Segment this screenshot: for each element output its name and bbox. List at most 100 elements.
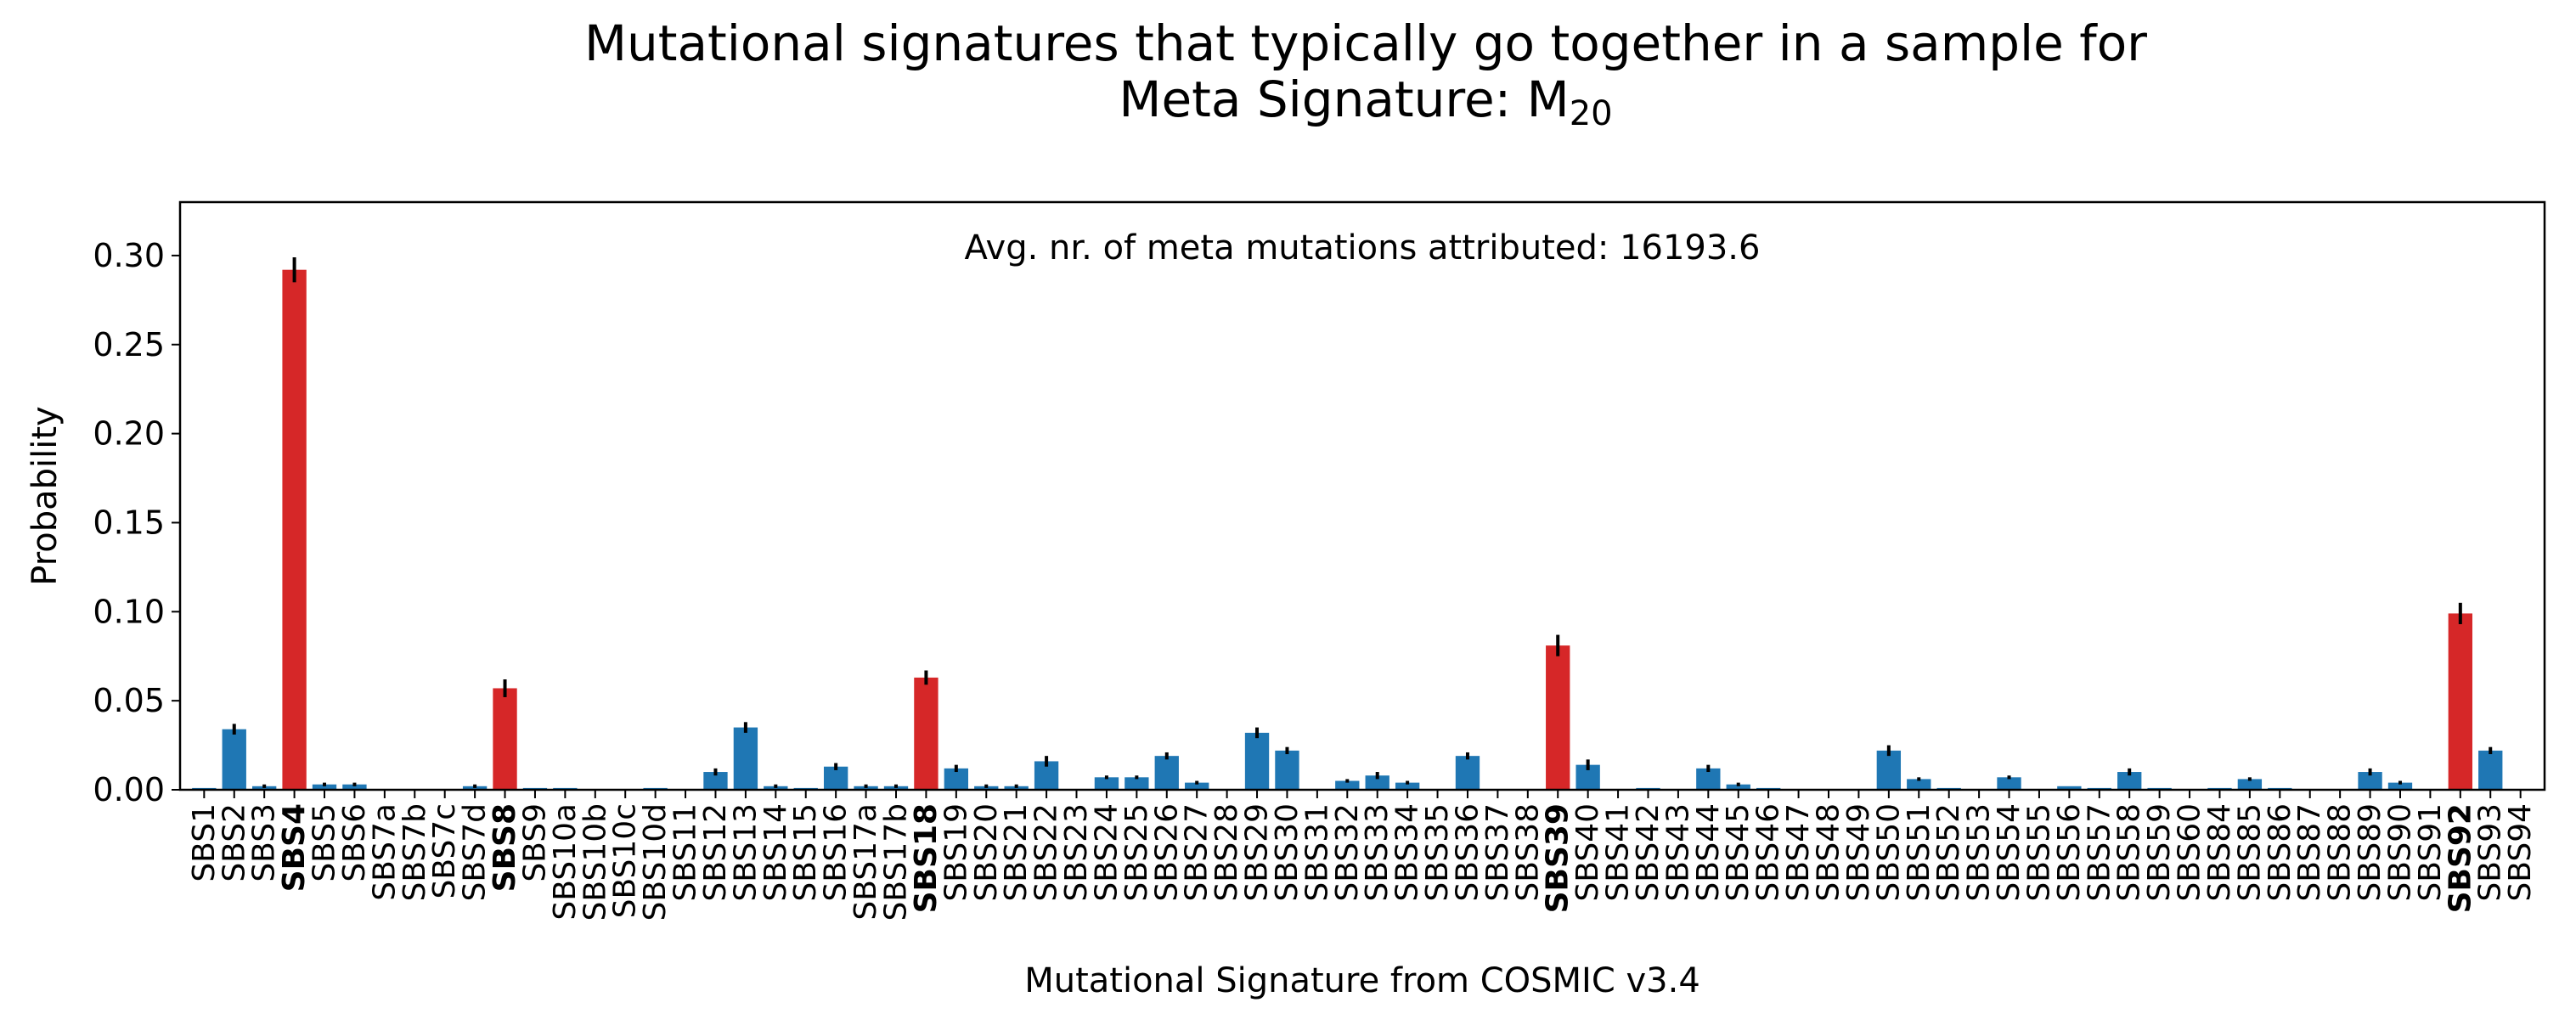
error-bars-group: [232, 257, 2493, 788]
x-tick-label-sbs43: SBS43: [1660, 803, 1695, 902]
y-tick-label: 0.05: [93, 682, 165, 719]
x-tick-label-sbs7b: SBS7b: [397, 803, 432, 902]
y-tick-label: 0.00: [93, 771, 165, 808]
x-tick-label-sbs88: SBS88: [2323, 803, 2358, 902]
bar-sbs36: [1455, 756, 1480, 790]
bar-sbs18: [914, 677, 939, 790]
x-tick-label-sbs31: SBS31: [1299, 803, 1334, 902]
x-tick-label-sbs7c: SBS7c: [427, 803, 462, 898]
x-tick-label-sbs16: SBS16: [819, 803, 854, 902]
x-tick-label-sbs60: SBS60: [2173, 803, 2207, 902]
bar-sbs25: [1125, 777, 1149, 790]
x-tick-label-sbs91: SBS91: [2413, 803, 2448, 902]
x-tick-label-sbs10a: SBS10a: [548, 803, 583, 921]
x-tick-label-sbs9: SBS9: [517, 803, 552, 882]
x-tick-label-sbs15: SBS15: [788, 803, 823, 902]
plot-frame: [178, 200, 2546, 791]
chart-title-line2: Meta Signature: M20: [0, 71, 2576, 131]
x-tick-label-sbs18: SBS18: [909, 803, 944, 913]
x-tick-label-sbs11: SBS11: [668, 803, 703, 902]
bars-group: [192, 269, 2503, 791]
x-tick-label-sbs44: SBS44: [1691, 803, 1726, 902]
x-tick-label-sbs10d: SBS10d: [638, 803, 673, 921]
bar-sbs26: [1154, 756, 1179, 790]
x-tick-label-sbs4: SBS4: [277, 803, 312, 892]
bar-sbs90: [2387, 782, 2413, 790]
x-tick-label-sbs54: SBS54: [1992, 803, 2026, 902]
x-tick-label-sbs7a: SBS7a: [367, 803, 402, 901]
y-axis-label: Probability: [25, 406, 65, 585]
x-tick-label-sbs47: SBS47: [1781, 803, 1816, 902]
annotation-text: Avg. nr. of meta mutations attributed: 1…: [965, 228, 1761, 268]
x-tick-label-sbs48: SBS48: [1812, 803, 1846, 902]
x-tick-label-sbs94: SBS94: [2503, 803, 2538, 902]
x-tick-label-sbs34: SBS34: [1390, 803, 1425, 902]
x-axis-label: Mutational Signature from COSMIC v3.4: [1024, 961, 1700, 1000]
x-tick-label-sbs26: SBS26: [1149, 803, 1184, 902]
y-tick-label: 0.10: [93, 593, 165, 630]
x-tick-label-sbs46: SBS46: [1751, 803, 1786, 902]
bar-sbs2: [222, 729, 246, 790]
x-tick-label-sbs21: SBS21: [999, 803, 1034, 902]
chart-title: Mutational signatures that typically go …: [0, 14, 2576, 131]
x-tick-label-sbs2: SBS2: [217, 803, 251, 882]
x-tick-label-sbs51: SBS51: [1902, 803, 1936, 902]
bar-sbs50: [1876, 750, 1902, 790]
x-tick-label-sbs41: SBS41: [1601, 803, 1636, 902]
bar-sbs4: [282, 269, 307, 791]
x-tick-label-sbs8: SBS8: [488, 803, 522, 892]
bar-sbs5: [312, 784, 337, 790]
y-tick-label: 0.20: [93, 415, 165, 453]
bar-sbs85: [2237, 779, 2263, 790]
x-tick-label-sbs1: SBS1: [187, 803, 222, 882]
x-tick-label-sbs29: SBS29: [1240, 803, 1275, 902]
x-tick-label-sbs53: SBS53: [1962, 803, 1997, 902]
bar-sbs39: [1546, 645, 1570, 790]
x-tick-label-sbs25: SBS25: [1119, 803, 1154, 902]
x-tick-label-sbs55: SBS55: [2021, 803, 2056, 902]
x-tick-label-sbs20: SBS20: [969, 803, 1004, 902]
x-tick-label-sbs40: SBS40: [1570, 803, 1605, 902]
x-tick-label-sbs45: SBS45: [1721, 803, 1756, 902]
y-axis: 0.00 0.05 0.10 0.15 0.20 0.25 0.30: [93, 237, 180, 808]
bar-sbs34: [1395, 782, 1420, 790]
bar-sbs27: [1185, 782, 1209, 790]
x-tick-label-sbs22: SBS22: [1029, 803, 1064, 902]
bar-sbs93: [2478, 750, 2503, 790]
x-tick-label-sbs13: SBS13: [728, 803, 763, 902]
x-tick-label-sbs32: SBS32: [1330, 803, 1365, 902]
x-tick-label-sbs17b: SBS17b: [878, 803, 913, 921]
x-tick-label-sbs23: SBS23: [1059, 803, 1094, 902]
x-tick-label-sbs59: SBS59: [2142, 803, 2177, 902]
bar-sbs24: [1094, 777, 1119, 790]
x-tick-label-sbs52: SBS52: [1931, 803, 1966, 902]
bar-sbs92: [2448, 613, 2472, 790]
x-tick-label-sbs17a: SBS17a: [848, 803, 883, 921]
bar-sbs45: [1726, 784, 1750, 790]
y-tick-label: 0.25: [93, 326, 165, 363]
x-tick-label-sbs12: SBS12: [698, 803, 733, 902]
bar-sbs56: [2057, 786, 2082, 790]
bar-sbs13: [733, 727, 758, 790]
chart-title-line1: Mutational signatures that typically go …: [583, 14, 2148, 72]
bar-sbs6: [342, 784, 367, 790]
x-tick-label-sbs6: SBS6: [337, 803, 372, 882]
x-tick-label-sbs5: SBS5: [307, 803, 342, 882]
x-tick-label-sbs87: SBS87: [2292, 803, 2327, 902]
x-tick-label-sbs85: SBS85: [2232, 803, 2267, 902]
y-tick-label: 0.30: [93, 237, 165, 274]
x-tick-label-sbs7d: SBS7d: [458, 803, 493, 902]
x-tick-label-sbs90: SBS90: [2382, 803, 2417, 902]
x-tick-label-sbs49: SBS49: [1841, 803, 1876, 902]
x-tick-label-sbs42: SBS42: [1631, 803, 1666, 902]
bar-sbs33: [1365, 775, 1389, 790]
bar-sbs58: [2117, 772, 2142, 790]
x-tick-label-sbs27: SBS27: [1180, 803, 1215, 902]
bar-sbs32: [1335, 780, 1360, 790]
x-tick-label-sbs28: SBS28: [1209, 803, 1244, 902]
x-tick-label-sbs19: SBS19: [939, 803, 973, 902]
x-tick-label-sbs92: SBS92: [2443, 803, 2477, 913]
x-tick-label-sbs56: SBS56: [2052, 803, 2087, 902]
x-tick-label-sbs10b: SBS10b: [578, 803, 612, 921]
